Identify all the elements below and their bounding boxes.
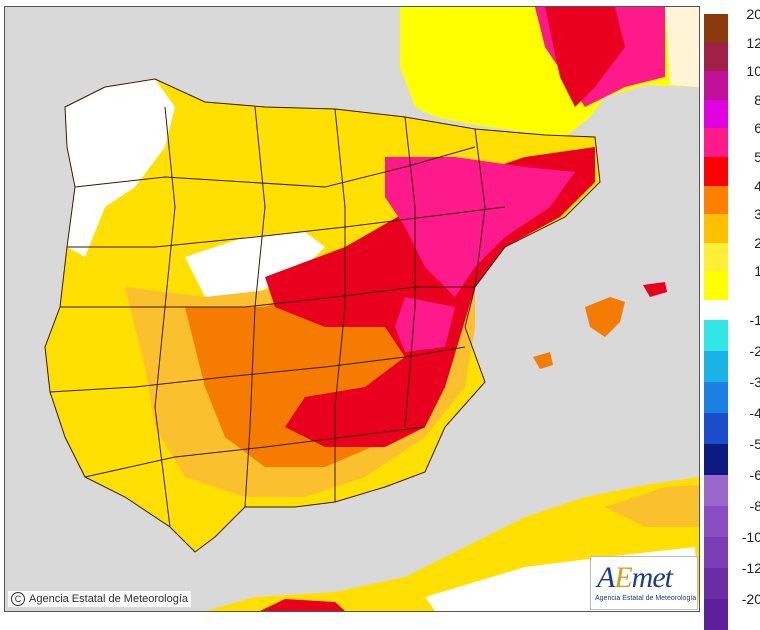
- logo-rest: met: [631, 561, 673, 594]
- logo-e: E: [614, 561, 632, 594]
- legend-label: 12: [746, 34, 760, 51]
- legend-label: -2: [749, 343, 760, 359]
- aemet-logo: AEmet Agencia Estatal de Meteorología: [590, 556, 698, 610]
- legend-swatch: [704, 71, 728, 100]
- legend-label: -3: [749, 374, 760, 390]
- credit-text: Agencia Estatal de Meteorología: [29, 592, 188, 605]
- credit: C Agencia Estatal de Meteorología: [8, 591, 191, 607]
- central-white: [185, 232, 325, 297]
- pink-core: [385, 157, 575, 297]
- legend-swatch: [704, 506, 728, 537]
- legend-label: -6: [749, 467, 760, 483]
- legend-label: -10: [741, 529, 760, 545]
- legend-swatch: [704, 413, 728, 444]
- legend-label: 6: [754, 120, 760, 137]
- legend-label: -12: [741, 560, 760, 576]
- legend-swatch: [704, 185, 728, 215]
- legend-label: 5: [754, 149, 760, 165]
- legend-label: 1: [754, 263, 760, 280]
- galicia-white: [65, 79, 175, 257]
- logo-word: AEmet: [597, 561, 673, 595]
- legend-swatch: [704, 214, 728, 243]
- legend-swatch: [704, 351, 728, 382]
- legend-label: 2: [754, 234, 760, 251]
- mallorca: [585, 297, 625, 337]
- logo-a: A: [597, 561, 615, 594]
- legend-label: -4: [749, 405, 760, 421]
- province-borders: [44, 78, 601, 553]
- legend-swatch: [704, 157, 728, 186]
- legend-label: -20: [741, 591, 760, 607]
- menorca: [643, 282, 667, 297]
- legend-swatch: [704, 242, 728, 272]
- legend-label: 4: [754, 177, 760, 194]
- legend-swatch: [704, 537, 728, 568]
- legend-swatch: [704, 475, 728, 506]
- map-frame: [4, 6, 700, 612]
- legend-label: 10: [746, 63, 760, 80]
- logo-subtitle: Agencia Estatal de Meteorología: [595, 595, 697, 602]
- legend-label: -5: [749, 436, 760, 452]
- legend-swatch: [704, 444, 728, 475]
- legend-swatch: [704, 128, 728, 157]
- legend-swatch: [704, 320, 728, 351]
- legend-label: 8: [754, 91, 760, 108]
- north-africa-red: [260, 599, 345, 611]
- iberia-temperature-map: [5, 7, 699, 611]
- legend-swatch: [704, 382, 728, 413]
- legend-swatch: [704, 14, 728, 43]
- france-white-patch: [665, 7, 699, 87]
- copyright-icon: C: [11, 592, 25, 606]
- legend-label: 3: [754, 206, 760, 223]
- legend-swatch: [704, 568, 728, 599]
- legend-label: -1: [749, 312, 760, 328]
- pink-valencia: [395, 297, 455, 352]
- legend-swatch: [704, 42, 728, 72]
- legend-label: 20: [746, 6, 760, 22]
- france-east-red: [545, 7, 625, 107]
- ibiza: [533, 352, 553, 369]
- legend-swatch: [704, 271, 728, 300]
- north-africa-orange: [605, 485, 699, 527]
- legend-swatch: [704, 599, 728, 630]
- legend-label: -8: [749, 498, 760, 514]
- legend-swatch: [704, 99, 728, 129]
